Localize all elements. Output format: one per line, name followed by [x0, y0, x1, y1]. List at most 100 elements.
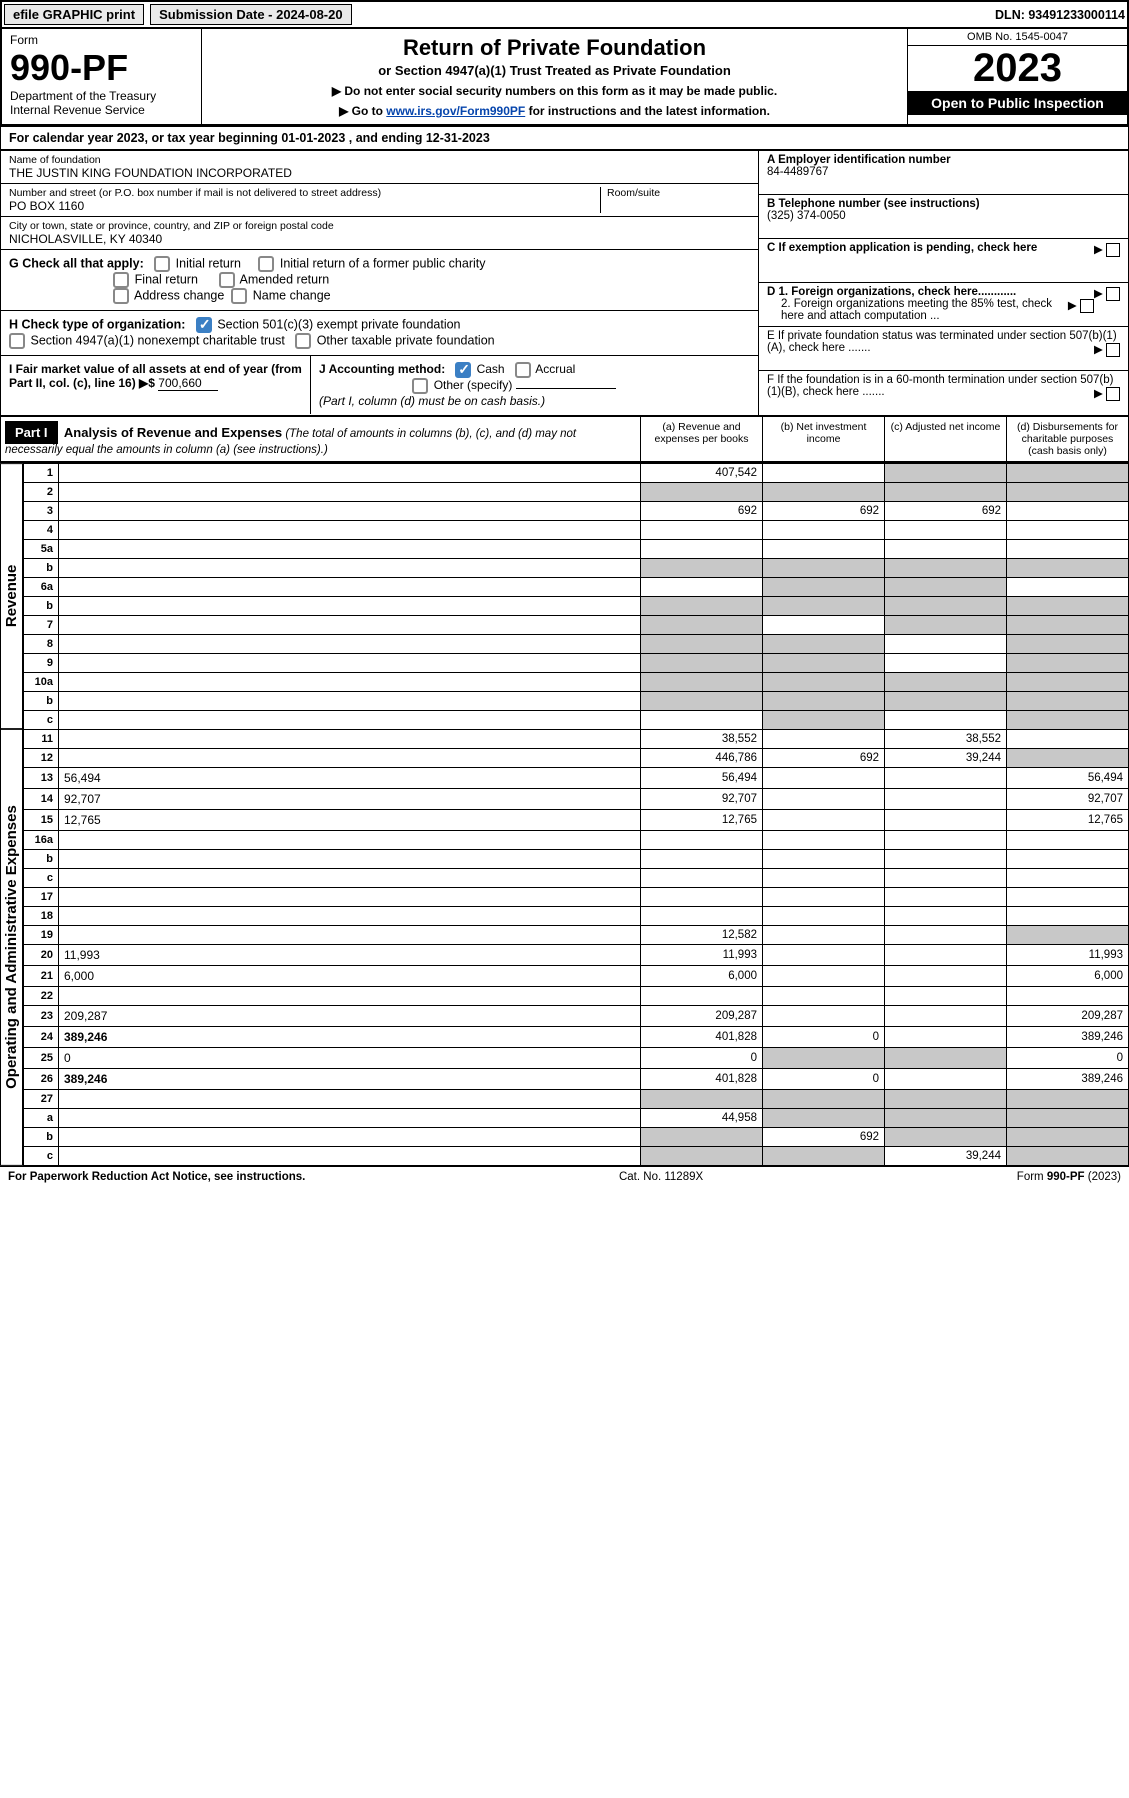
analysis-table: 1407,5422369269269245ab6ab78910abc1138,5…	[23, 463, 1129, 1166]
amount-cell	[641, 597, 763, 616]
efile-button[interactable]: efile GRAPHIC print	[4, 4, 144, 25]
room-label: Room/suite	[607, 187, 750, 199]
cb-e[interactable]	[1106, 343, 1120, 357]
amount-cell: 12,582	[641, 926, 763, 945]
cb-cash[interactable]	[455, 362, 471, 378]
amount-cell: 401,828	[641, 1069, 763, 1090]
row-description	[59, 1128, 641, 1147]
table-row: a44,958	[24, 1109, 1129, 1128]
calendar-year-row: For calendar year 2023, or tax year begi…	[0, 126, 1129, 151]
cb-former-charity[interactable]	[258, 256, 274, 272]
cb-4947a1[interactable]	[9, 333, 25, 349]
row-description	[59, 987, 641, 1006]
amount-cell	[763, 987, 885, 1006]
table-row: 3692692692	[24, 502, 1129, 521]
amount-cell	[885, 1048, 1007, 1069]
table-row: 5a	[24, 540, 1129, 559]
cb-501c3[interactable]	[196, 317, 212, 333]
amount-cell	[763, 907, 885, 926]
table-row: 2011,99311,99311,993	[24, 945, 1129, 966]
footer-left: For Paperwork Reduction Act Notice, see …	[8, 1171, 305, 1183]
amount-cell: 209,287	[1007, 1006, 1129, 1027]
amount-cell: 692	[885, 502, 1007, 521]
amount-cell	[763, 711, 885, 730]
row-description	[59, 559, 641, 578]
row-description	[59, 869, 641, 888]
row-number: 1	[24, 464, 59, 483]
inspection-badge: Open to Public Inspection	[908, 91, 1127, 115]
amount-cell	[885, 850, 1007, 869]
amount-cell	[763, 926, 885, 945]
amount-cell	[1007, 483, 1129, 502]
cb-f[interactable]	[1106, 387, 1120, 401]
row-description	[59, 831, 641, 850]
amount-cell	[763, 831, 885, 850]
cb-d1[interactable]	[1106, 287, 1120, 301]
cb-amended-return[interactable]	[219, 272, 235, 288]
amount-cell	[885, 711, 1007, 730]
amount-cell	[763, 850, 885, 869]
cb-other-method[interactable]	[412, 378, 428, 394]
table-row: 1407,542	[24, 464, 1129, 483]
amount-cell	[1007, 1147, 1129, 1166]
table-row: 12446,78669239,244	[24, 749, 1129, 768]
row-description	[59, 578, 641, 597]
table-row: 18	[24, 907, 1129, 926]
amount-cell	[885, 907, 1007, 926]
amount-cell	[885, 926, 1007, 945]
amount-cell: 38,552	[885, 730, 1007, 749]
foundation-address: PO BOX 1160	[9, 199, 600, 213]
omb-number: OMB No. 1545-0047	[908, 29, 1127, 46]
row-description: 56,494	[59, 768, 641, 789]
amount-cell: 692	[763, 1128, 885, 1147]
amount-cell	[641, 711, 763, 730]
row-number: 3	[24, 502, 59, 521]
row-number: 2	[24, 483, 59, 502]
expenses-side-label: Operating and Administrative Expenses	[0, 729, 23, 1166]
amount-cell: 692	[763, 502, 885, 521]
amount-cell	[885, 540, 1007, 559]
cb-address-change[interactable]	[113, 288, 129, 304]
irs-label: Internal Revenue Service	[10, 103, 193, 117]
amount-cell	[763, 597, 885, 616]
cb-c[interactable]	[1106, 243, 1120, 257]
row-number: 6a	[24, 578, 59, 597]
amount-cell	[1007, 616, 1129, 635]
foundation-info: Name of foundation THE JUSTIN KING FOUND…	[0, 151, 1129, 416]
cb-other-taxable[interactable]	[295, 333, 311, 349]
amount-cell: 0	[1007, 1048, 1129, 1069]
amount-cell	[641, 831, 763, 850]
row-description	[59, 540, 641, 559]
amount-cell	[763, 464, 885, 483]
phone-value: (325) 374-0050	[767, 210, 846, 222]
table-row: 1138,55238,552	[24, 730, 1129, 749]
amount-cell	[1007, 654, 1129, 673]
form-subtitle: or Section 4947(a)(1) Trust Treated as P…	[208, 63, 901, 78]
name-label: Name of foundation	[9, 154, 750, 166]
top-bar: efile GRAPHIC print Submission Date - 20…	[0, 0, 1129, 29]
cb-initial-return[interactable]	[154, 256, 170, 272]
amount-cell	[641, 888, 763, 907]
row-number: 13	[24, 768, 59, 789]
amount-cell	[885, 578, 1007, 597]
amount-cell	[641, 578, 763, 597]
amount-cell	[763, 966, 885, 987]
cb-name-change[interactable]	[231, 288, 247, 304]
cb-accrual[interactable]	[515, 362, 531, 378]
amount-cell	[763, 888, 885, 907]
row-number: 5a	[24, 540, 59, 559]
row-number: a	[24, 1109, 59, 1128]
amount-cell	[1007, 673, 1129, 692]
amount-cell	[1007, 730, 1129, 749]
amount-cell	[885, 673, 1007, 692]
amount-cell	[641, 483, 763, 502]
table-row: 1512,76512,76512,765	[24, 810, 1129, 831]
table-row: 8	[24, 635, 1129, 654]
cb-d2[interactable]	[1080, 299, 1094, 313]
row-number: c	[24, 1147, 59, 1166]
cb-final-return[interactable]	[113, 272, 129, 288]
amount-cell	[1007, 464, 1129, 483]
col-d-header: (d) Disbursements for charitable purpose…	[1006, 417, 1128, 461]
amount-cell	[885, 1069, 1007, 1090]
form990pf-link[interactable]: www.irs.gov/Form990PF	[386, 104, 525, 118]
